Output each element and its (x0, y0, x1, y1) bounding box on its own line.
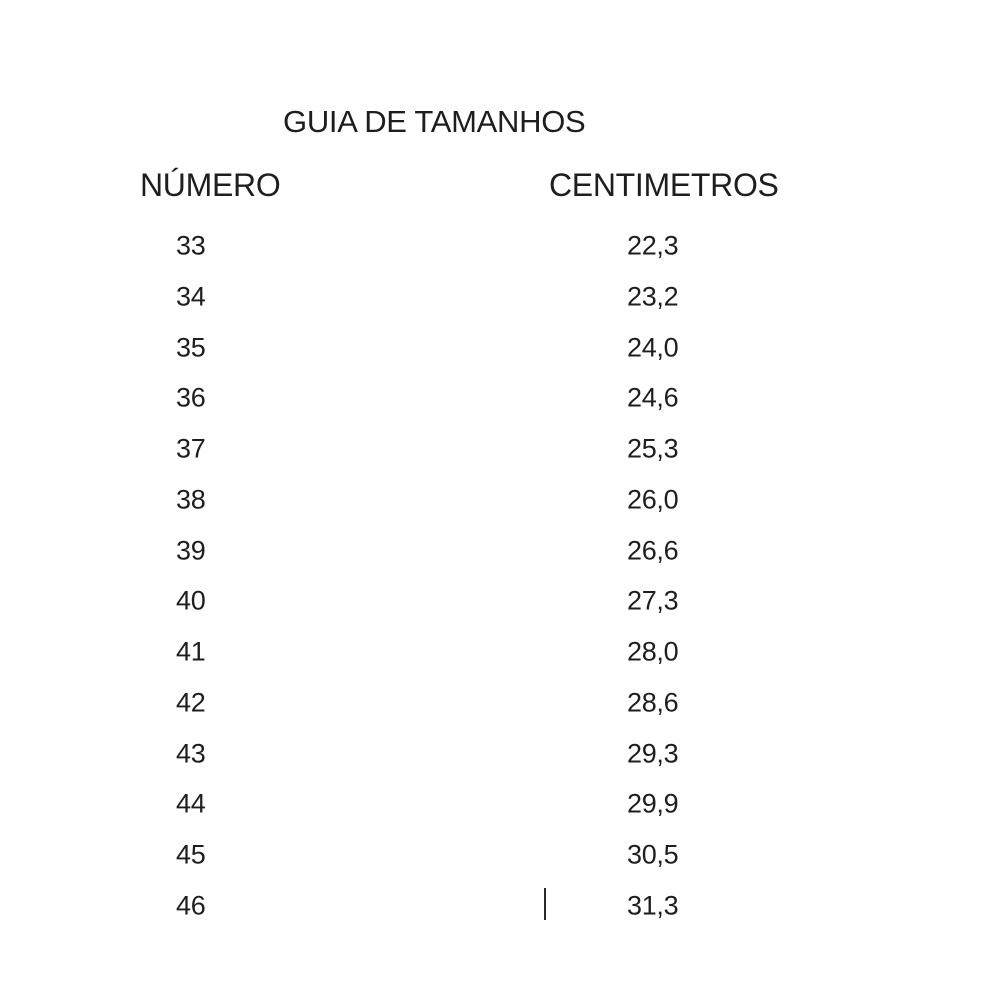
size-number-cell: 42 (176, 687, 206, 718)
table-row: 37 25,3 (0, 424, 1000, 475)
size-number-cell: 33 (176, 230, 206, 261)
table-row: 44 29,9 (0, 779, 1000, 830)
size-number-cell: 38 (176, 484, 206, 515)
centimeters-cell: 24,0 (627, 332, 679, 362)
centimeters-cell: 26,0 (627, 484, 679, 515)
table-row: 34 23,2 (0, 271, 1000, 322)
size-number-cell: 39 (176, 535, 206, 566)
centimeters-cell: 29,9 (627, 788, 679, 819)
size-number-cell: 36 (176, 382, 206, 413)
size-number-cell: 41 (176, 636, 206, 667)
size-number-cell: 37 (176, 433, 206, 464)
size-number-cell: 45 (176, 839, 206, 870)
size-number-cell: 43 (176, 738, 206, 769)
size-number-cell: 46 (176, 890, 206, 921)
centimeters-cell: 26,6 (627, 535, 679, 566)
table-row: 42 28,6 (0, 677, 1000, 728)
table-row: 40 27,3 (0, 576, 1000, 627)
text-cursor-mark (544, 888, 546, 920)
size-number-cell: 44 (176, 788, 206, 819)
table-row: 39 26,6 (0, 525, 1000, 576)
table-row: 41 28,0 (0, 627, 1000, 678)
table-row: 46 31,3 (0, 881, 1000, 932)
table-row: 36 24,6 (0, 373, 1000, 424)
size-number-cell: 34 (176, 281, 206, 312)
centimeters-cell: 31,3 (627, 890, 679, 921)
centimeters-cell: 23,2 (627, 281, 679, 312)
table-row: 33 22,3 (0, 221, 1000, 272)
centimeters-cell: 22,3 (627, 230, 679, 261)
page-title: GUIA DE TAMANHOS (283, 104, 586, 139)
size-table-body: 33 22,3 34 23,2 35 24,0 36 24,6 37 25,3 … (0, 221, 1000, 932)
centimeters-cell: 28,0 (627, 636, 679, 667)
centimeters-cell: 24,6 (627, 382, 679, 413)
column-header-centimetros: CENTIMETROS (549, 167, 779, 203)
size-number-cell: 40 (176, 585, 206, 616)
centimeters-cell: 28,6 (627, 687, 679, 718)
centimeters-cell: 29,3 (627, 738, 679, 769)
centimeters-cell: 25,3 (627, 433, 679, 464)
centimeters-cell: 30,5 (627, 839, 679, 870)
column-header-numero: NÚMERO (140, 167, 281, 203)
table-row: 38 26,0 (0, 474, 1000, 525)
table-row: 45 30,5 (0, 830, 1000, 881)
size-number-cell: 35 (176, 332, 206, 362)
centimeters-cell: 27,3 (627, 585, 679, 616)
table-row: 35 24,0 (0, 322, 1000, 373)
table-row: 43 29,3 (0, 728, 1000, 779)
